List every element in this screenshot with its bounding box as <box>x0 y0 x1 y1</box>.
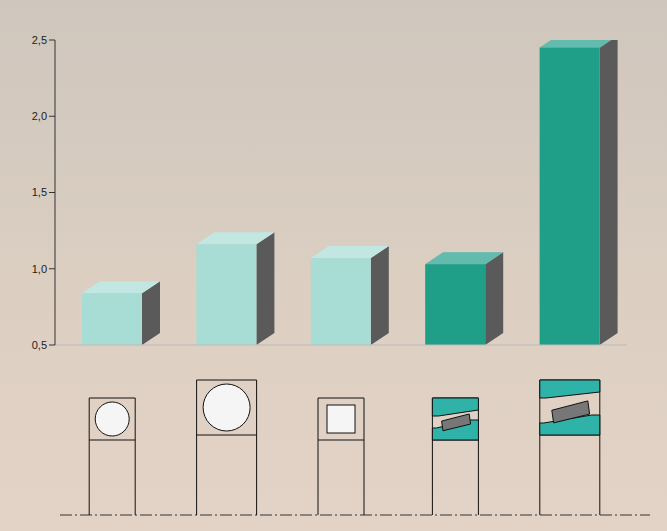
svg-text:1,5: 1,5 <box>32 186 47 198</box>
svg-text:2,0: 2,0 <box>32 110 47 122</box>
svg-text:2,5: 2,5 <box>32 34 47 46</box>
svg-text:0,5: 0,5 <box>32 339 47 351</box>
svg-text:1,0: 1,0 <box>32 263 47 275</box>
